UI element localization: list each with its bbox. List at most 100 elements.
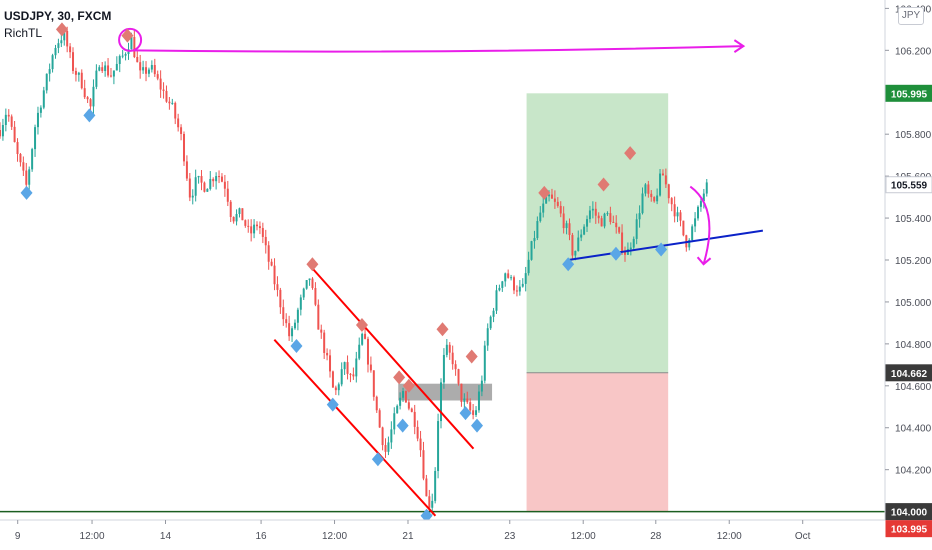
candle <box>603 212 606 229</box>
candle <box>299 294 302 316</box>
candle-body <box>594 208 597 216</box>
candle-body <box>673 204 676 217</box>
candle <box>477 385 480 413</box>
swing-high-marker <box>393 370 406 385</box>
curved-arrow <box>689 185 711 265</box>
candle <box>623 246 626 262</box>
candle <box>57 38 60 54</box>
candle-body <box>343 362 346 370</box>
time-axis[interactable]: 9 12:00 14 16 12:00 21 23 12:00 28 12:00 Oct <box>0 519 932 542</box>
candle-body <box>457 369 460 384</box>
candle-body <box>355 358 358 377</box>
candle <box>66 26 69 53</box>
swing-low-marker <box>420 508 433 520</box>
candle-body <box>136 56 139 63</box>
candle <box>258 221 261 235</box>
candle <box>647 180 650 198</box>
candle-body <box>521 283 524 287</box>
candle <box>291 325 294 342</box>
candle-body <box>340 369 343 385</box>
candle <box>282 299 285 326</box>
candle <box>232 216 235 224</box>
candle-body <box>48 69 51 74</box>
time-tick-label: 16 <box>256 531 268 542</box>
time-tick-label: 12:00 <box>322 531 347 542</box>
candle <box>375 395 378 413</box>
candle-body <box>410 408 413 412</box>
chart-legend: USDJPY, 30, FXCM RichTL <box>4 8 111 42</box>
candle-body <box>10 116 13 127</box>
candle-body <box>200 176 203 183</box>
candle <box>437 413 440 479</box>
candle-body <box>364 333 367 339</box>
swing-low-marker <box>371 452 384 467</box>
candle <box>694 212 697 233</box>
candle <box>139 54 142 79</box>
candle <box>445 339 448 358</box>
candle-body <box>92 86 95 107</box>
candle-body <box>317 304 320 330</box>
candle <box>600 215 603 227</box>
price-tag-label: 105.995 <box>891 89 928 100</box>
candle <box>475 406 478 417</box>
candle <box>664 168 667 188</box>
candle-body <box>439 382 442 422</box>
candle-body <box>667 184 670 199</box>
candle-body <box>606 213 609 215</box>
candle <box>235 209 238 226</box>
candle-body <box>635 219 638 239</box>
currency-badge[interactable]: JPY <box>898 7 924 25</box>
candle-body <box>142 67 145 71</box>
swing-low-marker <box>290 338 303 353</box>
magenta-projection-line <box>132 45 744 53</box>
swing-low-marker <box>326 397 339 412</box>
candle-body <box>524 273 527 284</box>
candle-body <box>402 391 405 398</box>
candle-body <box>641 193 644 214</box>
candle <box>320 324 323 339</box>
candle-body <box>267 245 270 262</box>
candle <box>442 348 445 389</box>
candle <box>83 79 86 100</box>
candle-body <box>28 169 31 185</box>
candle-body <box>241 208 244 221</box>
channel-lower-line <box>273 339 437 517</box>
candle <box>486 323 489 351</box>
candle-body <box>74 70 77 75</box>
candle-body <box>492 310 495 317</box>
channel-upper-line <box>311 267 475 450</box>
candle <box>194 169 197 202</box>
candle <box>150 60 153 73</box>
candle-body <box>533 238 536 242</box>
candle-body <box>393 413 396 430</box>
candle-body <box>326 352 329 356</box>
candle-body <box>288 323 291 337</box>
symbol-title[interactable]: USDJPY, 30, FXCM <box>4 9 112 23</box>
candle-body <box>434 470 437 501</box>
candle-body <box>390 429 393 443</box>
time-tick-label: 12:00 <box>717 531 742 542</box>
candle-body <box>530 241 533 260</box>
candle <box>612 215 615 223</box>
price-tag-box <box>885 520 932 538</box>
candle <box>95 64 98 90</box>
candle <box>661 169 664 176</box>
candle <box>317 299 320 330</box>
candle-body <box>495 290 498 311</box>
candle <box>673 196 676 223</box>
candle-body <box>676 212 679 217</box>
candle <box>346 355 349 380</box>
candle-body <box>177 118 180 128</box>
candle <box>644 183 647 197</box>
candle-body <box>583 226 586 235</box>
candle <box>264 229 267 254</box>
candle <box>553 190 556 209</box>
candle <box>54 44 57 59</box>
candle-body <box>504 273 507 282</box>
price-tag-box <box>885 84 932 102</box>
candle <box>539 206 542 223</box>
indicator-name[interactable]: RichTL <box>4 26 43 40</box>
candle-body <box>463 398 466 402</box>
candle <box>515 285 518 297</box>
